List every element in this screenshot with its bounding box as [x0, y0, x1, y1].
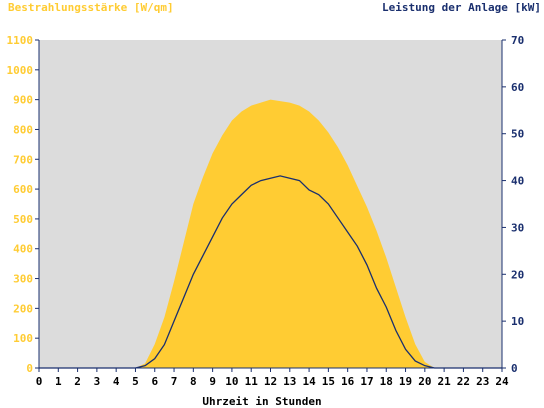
x-tick-label: 12	[264, 375, 277, 388]
right-tick-label: 50	[511, 128, 524, 141]
x-tick-label: 19	[399, 375, 412, 388]
left-tick-label: 0	[26, 362, 33, 375]
x-tick-label: 22	[457, 375, 470, 388]
right-tick-label: 60	[511, 81, 524, 94]
right-tick-label: 30	[511, 221, 524, 234]
right-tick-label: 0	[511, 362, 518, 375]
x-tick-label: 14	[302, 375, 316, 388]
right-tick-label: 40	[511, 175, 524, 188]
left-tick-label: 600	[13, 183, 33, 196]
irradiance-area	[39, 99, 502, 368]
x-tick-label: 15	[322, 375, 335, 388]
right-tick-label: 20	[511, 268, 524, 281]
left-tick-label: 500	[13, 213, 33, 226]
left-tick-label: 400	[13, 243, 33, 256]
x-tick-label: 5	[132, 375, 139, 388]
x-tick-label: 17	[360, 375, 373, 388]
x-tick-label: 4	[113, 375, 120, 388]
x-tick-label: 2	[74, 375, 81, 388]
x-tick-label: 23	[476, 375, 489, 388]
x-axis-label: Uhrzeit in Stunden	[202, 395, 321, 408]
left-tick-label: 1100	[7, 34, 34, 47]
left-axis-ticks: 0 100 200 300 400 500 600 700 800 900 1000 1100	[7, 34, 39, 375]
right-axis-title: Leistung der Anlage [kW]	[382, 1, 541, 14]
right-tick-label: 10	[511, 315, 524, 328]
right-tick-label: 70	[511, 34, 524, 47]
right-axis-ticks: 0 10 20 30 40 50 60 70	[502, 34, 524, 375]
x-axis-ticks: 0 1 2 3 4 5 6 7 8 9 10 11 12 13 14 15 16 17 18 19 20 21 22 23 24	[36, 368, 509, 388]
left-tick-label: 800	[13, 123, 33, 136]
x-tick-label: 24	[495, 375, 509, 388]
x-tick-label: 11	[245, 375, 259, 388]
x-tick-label: 1	[55, 375, 62, 388]
x-tick-label: 3	[94, 375, 101, 388]
left-tick-label: 300	[13, 273, 33, 286]
x-tick-label: 0	[36, 375, 43, 388]
x-tick-label: 16	[341, 375, 355, 388]
left-tick-label: 700	[13, 153, 33, 166]
x-tick-label: 8	[190, 375, 197, 388]
x-tick-label: 21	[438, 375, 452, 388]
left-tick-label: 900	[13, 94, 33, 107]
x-tick-label: 6	[151, 375, 158, 388]
left-axis-title: Bestrahlungsstärke [W/qm]	[8, 1, 174, 14]
power-line	[39, 175, 502, 369]
left-tick-label: 100	[13, 332, 33, 345]
x-tick-label: 10	[225, 375, 238, 388]
x-tick-label: 18	[380, 375, 393, 388]
left-tick-label: 200	[13, 302, 33, 315]
x-tick-label: 13	[283, 375, 296, 388]
x-tick-label: 7	[171, 375, 178, 388]
left-tick-label: 1000	[7, 64, 34, 77]
x-tick-label: 20	[418, 375, 431, 388]
x-tick-label: 9	[209, 375, 216, 388]
